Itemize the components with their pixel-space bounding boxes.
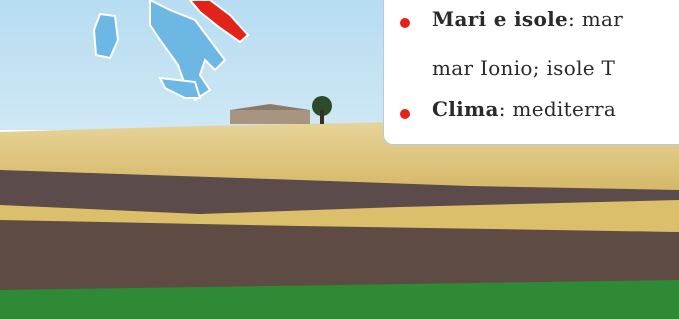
info-line: Clima: mediterra [432, 97, 616, 121]
info-line: Mari e isole: mar [432, 7, 623, 31]
item-text: : mar [568, 7, 623, 31]
item-label: Clima [432, 97, 499, 121]
info-line: mar Ionio; isole T [432, 56, 615, 80]
bullet [400, 109, 410, 119]
bullet [400, 18, 410, 28]
info-box: Mari e isole: mar mar Ionio; isole T Cli… [383, 0, 679, 145]
item-text: : mediterra [499, 97, 616, 121]
item-label: Mari e isole [432, 7, 568, 31]
page: Mari e isole: mar mar Ionio; isole T Cli… [0, 0, 679, 319]
